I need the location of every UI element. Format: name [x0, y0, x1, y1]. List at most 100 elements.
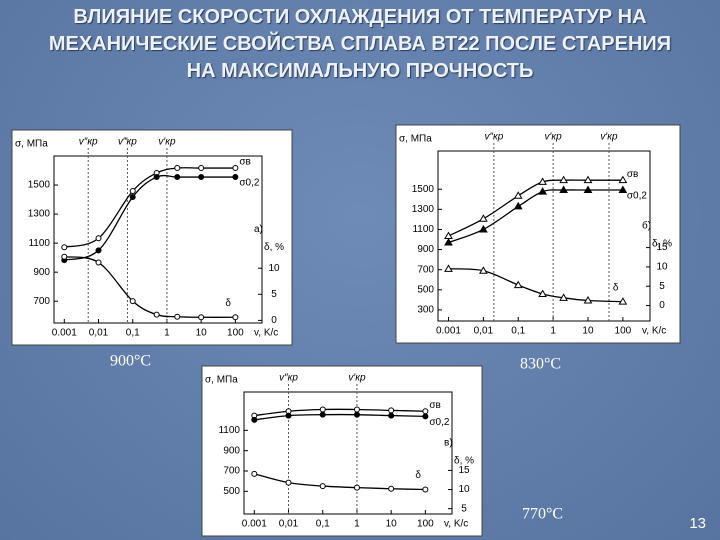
x-tick-label: 10: [582, 326, 594, 337]
y-tick-label: 500: [223, 486, 240, 497]
marker: [251, 416, 258, 423]
series-label: σв: [429, 400, 440, 411]
x-tick-label: 0,1: [511, 326, 525, 337]
marker: [353, 411, 360, 418]
critical-rate-label: v′кр: [158, 137, 176, 148]
marker: [583, 296, 593, 304]
marker: [513, 201, 523, 210]
marker: [479, 266, 488, 274]
marker: [129, 298, 136, 305]
marker: [422, 408, 429, 415]
series-label: σв: [627, 169, 638, 180]
critical-rate-label: v′кр: [600, 132, 618, 143]
x-tick-label: 0,01: [89, 328, 109, 339]
marker: [513, 280, 523, 289]
marker: [174, 174, 181, 181]
critical-rate-label: v′кр: [545, 132, 563, 143]
chart-caption: 770°C: [522, 506, 563, 523]
marker: [388, 412, 395, 419]
marker: [618, 175, 628, 184]
marker: [388, 407, 395, 414]
plot-area: [437, 150, 651, 322]
y2-tick-label: 10: [268, 263, 280, 274]
marker: [538, 289, 547, 297]
y2-tick-label: 0: [271, 315, 277, 326]
marker: [198, 174, 205, 181]
series-label: δ: [225, 298, 231, 309]
x-tick-label: 100: [227, 328, 244, 339]
marker: [285, 479, 292, 486]
x-tick-label: 10: [196, 328, 208, 339]
plot-area: [53, 155, 263, 324]
y-tick-label: 1500: [412, 184, 435, 195]
x-tick-label: 0,1: [316, 519, 330, 530]
y-tick-label: 1100: [412, 224, 434, 235]
x-tick-label: 100: [615, 326, 632, 337]
marker: [353, 406, 360, 413]
y2-tick-label: 5: [659, 281, 665, 292]
marker: [319, 411, 326, 418]
y-axis-title: σ, МПа: [205, 375, 238, 386]
y-tick-label: 1100: [218, 425, 240, 436]
series-line: [254, 413, 426, 421]
y-tick-label: 700: [33, 296, 50, 307]
marker: [95, 259, 102, 266]
marker: [444, 238, 453, 246]
y2-tick-label: 5: [271, 289, 277, 300]
x-tick-label: 0,1: [126, 328, 140, 339]
y2-tick-label: 15: [458, 465, 470, 476]
panel-letter: в): [444, 438, 453, 449]
y-tick-label: 1300: [28, 209, 51, 220]
marker: [232, 165, 239, 172]
marker: [583, 185, 593, 194]
marker: [129, 187, 136, 194]
y-tick-label: 500: [417, 284, 434, 295]
critical-rate-label: v″кр: [79, 137, 98, 148]
marker: [353, 484, 360, 491]
y2-axis-title: δ, %: [264, 242, 284, 253]
marker: [232, 314, 239, 321]
critical-rate-label: v″кр: [484, 132, 503, 143]
marker: [174, 313, 181, 320]
series-line: [254, 473, 426, 491]
y-tick-label: 1500: [28, 180, 51, 191]
x-tick-label: 0.001: [436, 326, 461, 337]
marker: [479, 214, 488, 222]
marker: [232, 174, 239, 181]
y2-tick-label: 15: [656, 242, 668, 253]
series-label: σв: [239, 157, 250, 168]
y-tick-label: 700: [223, 466, 240, 477]
chart-caption: 900°C: [110, 353, 151, 370]
y-tick-label: 900: [417, 244, 434, 255]
marker: [618, 297, 628, 305]
marker: [319, 483, 326, 490]
series-label: σ0,2: [239, 178, 260, 189]
x-tick-label: 0,01: [279, 519, 299, 530]
x-tick-label: 1: [550, 326, 556, 337]
marker: [95, 235, 102, 242]
y2-tick-label: 10: [458, 484, 470, 495]
y-axis-title: σ, МПа: [399, 134, 432, 145]
y-tick-label: 700: [417, 264, 434, 275]
x-tick-label: 0,01: [474, 326, 494, 337]
marker: [153, 174, 160, 181]
marker: [618, 185, 628, 194]
page-number: 13: [689, 515, 706, 532]
marker: [444, 264, 453, 272]
x-axis-title: v, K/c: [642, 326, 666, 337]
chart-frame: [201, 365, 483, 537]
chart-frame: [395, 124, 681, 344]
x-tick-label: 10: [386, 519, 398, 530]
marker: [583, 175, 593, 184]
x-tick-label: 100: [417, 519, 434, 530]
plot-area: [243, 391, 453, 515]
marker: [388, 485, 395, 492]
series-label: δ: [613, 282, 619, 293]
x-tick-label: 1: [354, 519, 360, 530]
marker: [513, 191, 523, 199]
marker: [285, 412, 292, 419]
x-tick-label: 0.001: [52, 328, 77, 339]
marker: [95, 247, 102, 254]
series-label: σ0,2: [627, 191, 648, 202]
